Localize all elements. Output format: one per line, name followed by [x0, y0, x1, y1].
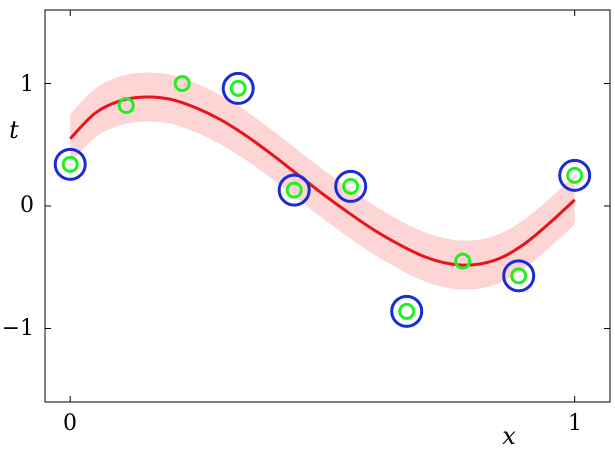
y-tick-label-0: 0 — [20, 193, 34, 218]
data-point-9 — [566, 166, 584, 184]
data-point-1 — [117, 97, 135, 115]
data-point-8 — [510, 267, 528, 285]
support-ring-9 — [558, 158, 592, 192]
y-tick-label-neg1: −1 — [2, 316, 34, 341]
data-point-7 — [454, 252, 472, 270]
data-point-2 — [173, 75, 191, 92]
x-axis-label: x — [502, 422, 516, 450]
support-ring-3 — [221, 71, 255, 105]
data-point-0 — [61, 155, 79, 173]
support-ring-6 — [390, 294, 424, 328]
support-ring-8 — [502, 259, 536, 293]
support-ring-4 — [277, 173, 311, 207]
data-point-4 — [285, 181, 303, 199]
y-axis-label: t — [9, 116, 19, 144]
mean-curve-layer — [69, 95, 576, 267]
x-tick-label-0: 0 — [63, 411, 77, 436]
data-points-layer — [53, 71, 592, 328]
support-ring-5 — [334, 169, 368, 203]
support-ring-0 — [53, 147, 87, 181]
y-tick-label-1: 1 — [20, 72, 34, 97]
x-tick-label-1: 1 — [568, 411, 582, 436]
ticks-layer — [45, 10, 610, 402]
mean-curve — [69, 95, 576, 267]
data-point-3 — [229, 79, 247, 97]
uncertainty-band-layer — [70, 72, 575, 290]
uncertainty-band — [70, 72, 575, 290]
data-point-6 — [398, 302, 416, 320]
data-point-5 — [342, 177, 360, 195]
